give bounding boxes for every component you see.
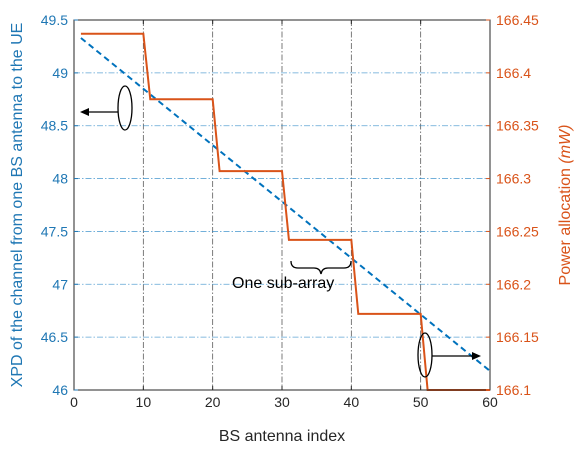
x-tick-label: 30 <box>274 394 290 410</box>
y-left-tick-label: 49 <box>52 65 68 81</box>
y-axis-label-right-unit: (mW) <box>557 125 574 164</box>
left-series-ellipse <box>117 85 133 131</box>
y-axis-label-left: XPD of the channel from one BS antenna t… <box>9 23 26 388</box>
y-right-tick-label: 166.4 <box>496 65 531 81</box>
y-left-tick-label: 48 <box>52 171 68 187</box>
right-arrow-head <box>472 352 481 360</box>
y-left-tick-label: 48.5 <box>41 118 68 134</box>
x-tick-label: 40 <box>344 394 360 410</box>
series-line-right <box>80 32 490 391</box>
y-left-tick-label: 47 <box>52 276 68 292</box>
x-axis-label: BS antenna index <box>219 428 345 445</box>
left-arrow-head <box>80 108 89 116</box>
y-right-tick-label: 166.2 <box>496 276 531 292</box>
y-right-tick-label: 166.15 <box>496 329 539 345</box>
y-right-tick-label: 166.25 <box>496 223 539 239</box>
x-tick-label: 20 <box>205 394 221 410</box>
annotations: One sub-array <box>80 85 481 378</box>
y-right-tick-label: 166.35 <box>496 118 539 134</box>
grid <box>74 20 490 390</box>
right-series-ellipse <box>417 332 433 378</box>
y-left-tick-label: 46 <box>52 382 68 398</box>
sub-array-label: One sub-array <box>232 275 334 292</box>
y-right-tick-label: 166.3 <box>496 171 531 187</box>
x-tick-label: 50 <box>413 394 429 410</box>
ticks: 0 10 20 30 40 50 60 46 46.5 47 47.5 48 48.5 49 49.5 166… <box>41 12 539 410</box>
y-left-tick-label: 46.5 <box>41 329 68 345</box>
y-right-tick-label: 166.45 <box>496 12 539 28</box>
y-axis-label-right: Power allocation (mW) <box>557 125 574 286</box>
y-left-tick-label: 49.5 <box>41 12 68 28</box>
y-left-tick-label: 47.5 <box>41 223 68 239</box>
x-tick-label: 60 <box>482 394 498 410</box>
x-tick-label: 0 <box>70 394 78 410</box>
series-layer <box>80 32 491 391</box>
sub-array-brace <box>290 260 352 275</box>
x-tick-label: 10 <box>136 394 152 410</box>
y-axis-label-right-text: Power allocation <box>557 164 574 286</box>
y-right-tick-label: 166.1 <box>496 382 531 398</box>
